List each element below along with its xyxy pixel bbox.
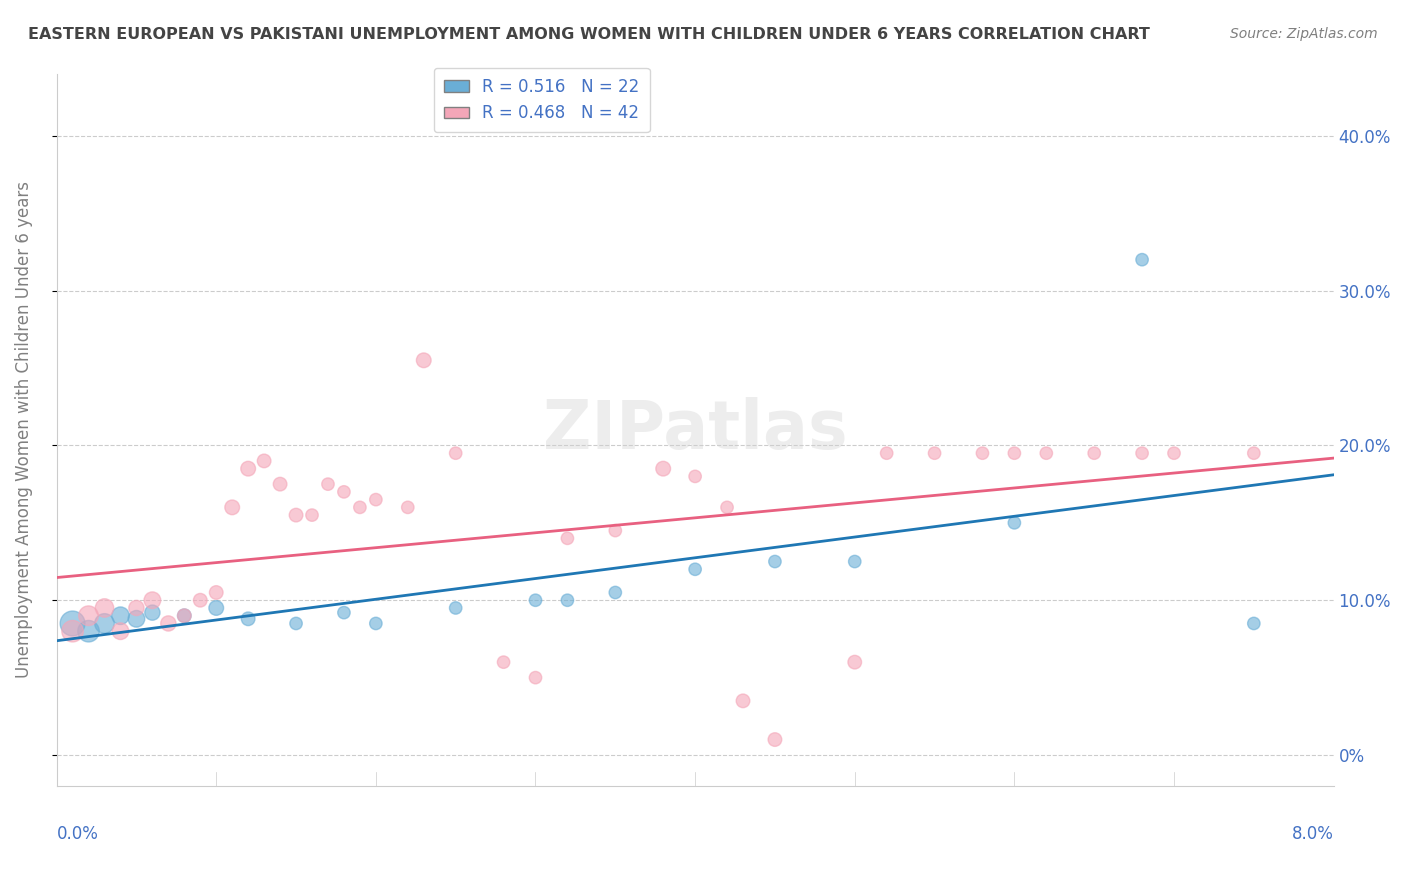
Point — [125, 601, 148, 615]
Point — [557, 593, 579, 607]
Point — [1002, 516, 1025, 530]
Point — [683, 469, 706, 483]
Point — [333, 606, 356, 620]
Point — [1130, 446, 1153, 460]
Point — [125, 612, 148, 626]
Point — [285, 508, 308, 522]
Point — [62, 624, 84, 639]
Point — [364, 616, 387, 631]
Text: 8.0%: 8.0% — [1292, 825, 1334, 843]
Text: Source: ZipAtlas.com: Source: ZipAtlas.com — [1230, 27, 1378, 41]
Point — [173, 608, 195, 623]
Text: EASTERN EUROPEAN VS PAKISTANI UNEMPLOYMENT AMONG WOMEN WITH CHILDREN UNDER 6 YEA: EASTERN EUROPEAN VS PAKISTANI UNEMPLOYME… — [28, 27, 1150, 42]
Point — [396, 500, 419, 515]
Point — [605, 585, 627, 599]
Point — [844, 655, 866, 669]
Point — [1130, 252, 1153, 267]
Point — [285, 616, 308, 631]
Point — [1243, 446, 1265, 460]
Point — [1163, 446, 1185, 460]
Point — [141, 606, 163, 620]
Point — [763, 732, 786, 747]
Legend: R = 0.516   N = 22, R = 0.468   N = 42: R = 0.516 N = 22, R = 0.468 N = 42 — [434, 68, 650, 132]
Text: ZIPatlas: ZIPatlas — [543, 397, 848, 463]
Point — [683, 562, 706, 576]
Point — [731, 694, 754, 708]
Point — [205, 601, 228, 615]
Point — [238, 461, 260, 475]
Point — [77, 608, 100, 623]
Point — [110, 608, 132, 623]
Point — [253, 454, 276, 468]
Point — [141, 593, 163, 607]
Point — [412, 353, 434, 368]
Point — [763, 555, 786, 569]
Point — [110, 624, 132, 639]
Y-axis label: Unemployment Among Women with Children Under 6 years: Unemployment Among Women with Children U… — [15, 181, 32, 679]
Point — [238, 612, 260, 626]
Point — [301, 508, 323, 522]
Point — [1243, 616, 1265, 631]
Point — [364, 492, 387, 507]
Point — [269, 477, 291, 491]
Point — [333, 484, 356, 499]
Point — [444, 601, 467, 615]
Point — [524, 671, 547, 685]
Point — [93, 616, 115, 631]
Point — [972, 446, 994, 460]
Point — [557, 531, 579, 545]
Point — [221, 500, 243, 515]
Point — [77, 624, 100, 639]
Point — [188, 593, 211, 607]
Point — [444, 446, 467, 460]
Point — [1035, 446, 1057, 460]
Point — [173, 608, 195, 623]
Point — [716, 500, 738, 515]
Point — [652, 461, 675, 475]
Point — [844, 555, 866, 569]
Point — [349, 500, 371, 515]
Point — [93, 601, 115, 615]
Point — [924, 446, 946, 460]
Point — [492, 655, 515, 669]
Point — [1002, 446, 1025, 460]
Point — [524, 593, 547, 607]
Point — [205, 585, 228, 599]
Point — [316, 477, 339, 491]
Point — [605, 524, 627, 538]
Text: 0.0%: 0.0% — [56, 825, 98, 843]
Point — [876, 446, 898, 460]
Point — [157, 616, 180, 631]
Point — [1083, 446, 1105, 460]
Point — [62, 616, 84, 631]
